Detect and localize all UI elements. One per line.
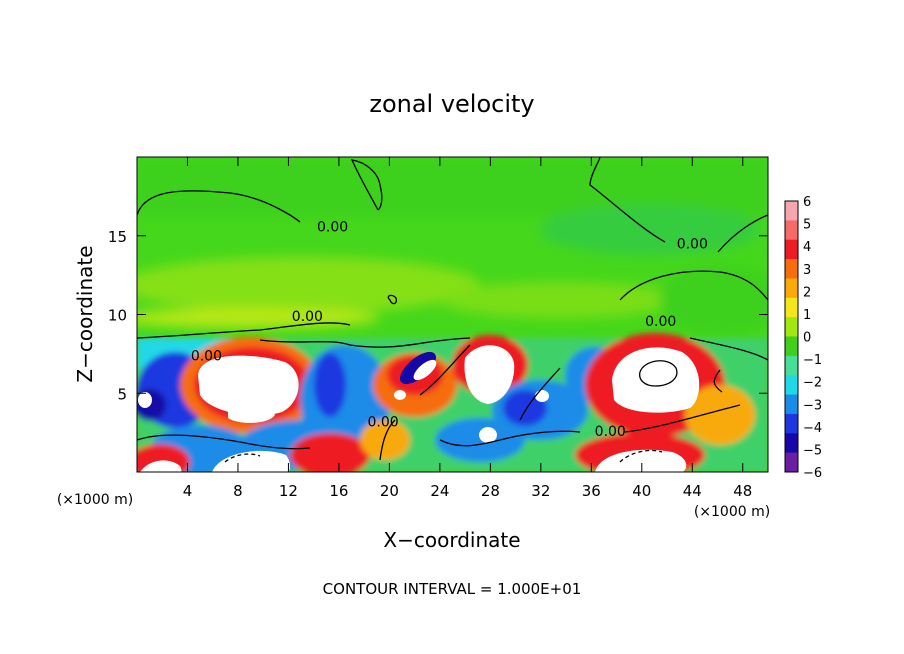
x-axis: 4 8 12 16 20 24 28 32 36 40 44 48	[183, 157, 752, 500]
chart-title: zonal velocity	[369, 90, 534, 118]
colorbar-swatch	[785, 278, 798, 299]
contour-label: 0.00	[645, 314, 676, 330]
contour-label: 0.00	[677, 237, 708, 253]
colorbar-swatch	[785, 336, 798, 357]
contour-label: 0.00	[292, 309, 323, 325]
colorbar-swatch	[785, 394, 798, 415]
x-tick-label: 44	[683, 482, 702, 500]
y-tick-label: 10	[108, 307, 127, 325]
colorbar-swatch	[785, 375, 798, 396]
x-tick-label: 12	[279, 482, 298, 500]
colorbar-swatch	[785, 433, 798, 454]
colorbar-label: −5	[803, 443, 822, 458]
contour-lines	[137, 157, 768, 463]
colorbar-swatch	[785, 201, 798, 221]
colorbar: 6 5 4 3 2 1 0 −1 −2 −3 −4 −5 −6	[784, 195, 822, 481]
x-tick-label: 40	[632, 482, 651, 500]
colorbar-swatch	[785, 452, 798, 473]
contour-labels: 0.00 0.00 0.00 0.00 0.00 0.00 0.00	[191, 219, 708, 440]
colorbar-swatch	[785, 317, 798, 337]
colorbar-label: 6	[803, 195, 811, 210]
colorbar-swatch	[785, 259, 798, 279]
colorbar-label: 0	[803, 331, 811, 346]
colorbar-swatch	[785, 297, 798, 318]
contour-interval-note: CONTOUR INTERVAL = 1.000E+01	[323, 580, 582, 598]
x-tick-label: 20	[380, 482, 399, 500]
colorbar-frame	[784, 200, 799, 473]
contour-label: 0.00	[595, 424, 626, 440]
colorbar-label: −3	[803, 398, 822, 413]
colorbar-label: 3	[803, 263, 811, 278]
y-tick-label: 15	[108, 228, 127, 246]
x-tick-label: 24	[430, 482, 449, 500]
colorbar-label: −6	[803, 466, 822, 481]
field-upper	[137, 157, 768, 335]
colorbar-label: 1	[803, 308, 811, 323]
colorbar-swatch	[785, 239, 798, 260]
x-tick-label: 8	[233, 482, 243, 500]
x-axis-label: X−coordinate	[383, 528, 520, 552]
colorbar-label: 5	[803, 218, 811, 233]
x-axis-unit-right: (×1000 m)	[694, 504, 770, 520]
x-tick-label: 32	[531, 482, 550, 500]
colorbar-label: −1	[803, 353, 822, 368]
colorbar-label: −2	[803, 376, 822, 391]
x-axis-unit-left: (×1000 m)	[57, 492, 133, 508]
contour-label: 0.00	[191, 348, 222, 364]
colorbar-swatch	[785, 355, 798, 376]
y-axis: 5 10 15	[108, 228, 768, 403]
y-axis-label: Z−coordinate	[73, 245, 97, 382]
colorbar-swatch	[785, 413, 798, 434]
colorbar-swatch	[785, 220, 798, 241]
contour-label: 0.00	[317, 219, 348, 235]
x-tick-label: 48	[733, 482, 752, 500]
field-extremes	[138, 345, 700, 472]
y-tick-label: 5	[117, 385, 127, 403]
x-tick-label: 16	[329, 482, 348, 500]
colorbar-label: −4	[803, 421, 822, 436]
contour-label: 0.00	[368, 415, 399, 431]
velocity-field	[137, 157, 768, 472]
x-tick-label: 4	[183, 482, 193, 500]
colorbar-label: 2	[803, 285, 811, 300]
x-tick-label: 28	[481, 482, 500, 500]
colorbar-label: 4	[803, 240, 811, 255]
x-tick-label: 36	[582, 482, 601, 500]
